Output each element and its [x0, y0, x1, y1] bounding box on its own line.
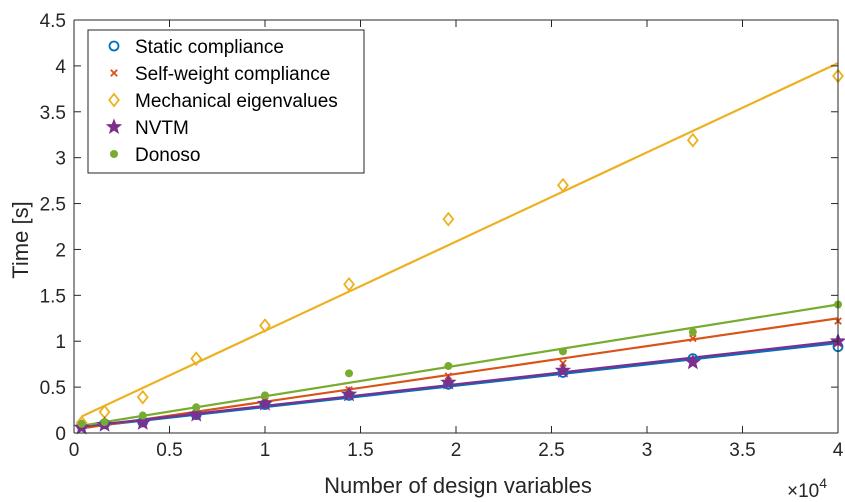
data-point-s2-2 — [136, 389, 149, 405]
y-tick-label-4: 2 — [55, 240, 66, 261]
legend-marker-0 — [108, 40, 120, 52]
legend-label-4: Donoso — [135, 145, 201, 166]
y-tick-label-9: 4.5 — [40, 11, 66, 32]
data-point-s3-5 — [340, 385, 358, 402]
legend-box — [87, 29, 365, 174]
x-tick-label-5: 2.5 — [538, 440, 564, 461]
x-tick-label-1: 0.5 — [156, 440, 182, 461]
legend-marker-1-stroke-b — [110, 69, 118, 77]
legend-marker-2 — [108, 92, 120, 108]
data-point-s2-6 — [442, 211, 455, 227]
x-tick-label-7: 3.5 — [729, 440, 755, 461]
x-axis-exponent-power: 4 — [819, 475, 827, 491]
x-tick-label-4: 2 — [451, 440, 462, 461]
fit-line-1 — [81, 317, 839, 430]
legend-marker-3 — [105, 118, 123, 134]
y-tick-label-5: 2.5 — [40, 195, 66, 216]
data-point-s4-4 — [261, 391, 269, 400]
data-point-s2-5 — [343, 276, 355, 292]
data-point-s3-3 — [188, 406, 205, 422]
x-tick-label-3: 1.5 — [347, 440, 373, 461]
data-point-s2-4 — [259, 318, 271, 334]
data-point-s4-0 — [77, 419, 86, 428]
y-tick-label-0: 0 — [55, 424, 66, 445]
fit-line-2 — [81, 62, 839, 418]
legend: Static compliance Self-weight compliance M… — [87, 29, 365, 174]
data-point-s3-2 — [134, 414, 151, 430]
data-point-s2-7 — [557, 177, 569, 193]
data-point-s4-1 — [100, 417, 109, 426]
data-point-s3-8 — [684, 353, 702, 370]
fit-line-3 — [81, 340, 839, 428]
legend-label-1: Self-weight compliance — [135, 64, 330, 85]
legend-marker-1 — [110, 69, 118, 77]
y-tick-label-6: 3 — [55, 149, 66, 170]
axes: 0 0.5 1 1.5 2 2.5 3 3.5 4 0 0.5 1 1.5 2 2.5 3 3.5 4 4.5 — [40, 11, 844, 461]
data-point-s4-2 — [138, 411, 147, 420]
y-tick-label-1: 0.5 — [40, 378, 66, 399]
data-point-s2-8 — [686, 132, 699, 148]
data-point-s2-3 — [190, 351, 203, 367]
x-axis-exponent: ×104 — [787, 475, 827, 502]
y-tick-label-7: 3.5 — [40, 103, 66, 124]
y-tick-label-3: 1.5 — [40, 286, 66, 307]
x-tick-label-8: 4 — [833, 440, 844, 461]
data-point-s3-4 — [256, 395, 274, 411]
y-tick-label-2: 1 — [55, 332, 66, 353]
data-point-s4-7 — [558, 347, 567, 356]
x-axis-title: Number of design variables — [324, 473, 592, 498]
fit-lines — [81, 62, 839, 430]
x-tick-label-2: 1 — [260, 440, 271, 461]
legend-label-3: NVTM — [135, 118, 189, 139]
legend-label-2: Mechanical eigenvalues — [135, 91, 338, 112]
y-axis-title: Time [s] — [8, 201, 33, 278]
fit-line-4 — [81, 303, 839, 427]
x-tick-label-6: 3 — [642, 440, 653, 461]
data-point-s3-6 — [440, 373, 457, 390]
legend-label-0: Static compliance — [135, 37, 284, 58]
data-point-s3-7 — [554, 361, 572, 378]
data-markers — [73, 68, 845, 435]
x-axis-exponent-base: ×10 — [787, 481, 819, 502]
data-point-s1-8-stroke-b — [689, 334, 697, 343]
legend-marker-4 — [110, 150, 118, 158]
x-tick-label-0: 0 — [69, 440, 80, 461]
y-tick-label-8: 4 — [55, 57, 66, 78]
data-point-s4-8 — [688, 328, 697, 337]
data-point-s4-6 — [444, 362, 453, 371]
data-point-s1-8 — [689, 334, 697, 343]
data-point-s4-3 — [192, 403, 201, 412]
data-point-s4-5 — [345, 369, 354, 378]
